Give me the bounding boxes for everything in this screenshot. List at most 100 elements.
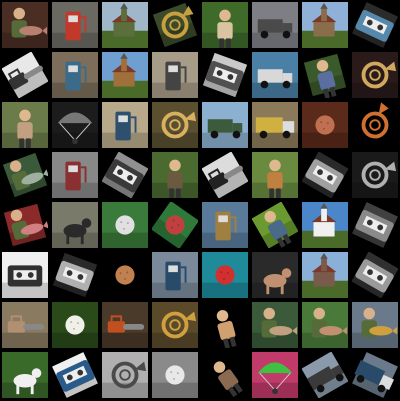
gas-pump-icon (52, 2, 98, 48)
thumbnail-cassette-player (302, 152, 348, 198)
thumbnail-cassette-player (52, 352, 98, 398)
thumbnail-chain-saw (2, 52, 48, 98)
dog-icon (52, 202, 98, 248)
thumbnail-church (302, 252, 348, 298)
thumbnail-chain-saw (2, 302, 48, 348)
thumbnail-fish-held (252, 302, 298, 348)
thumbnail-fish-held (352, 302, 398, 348)
thumbnail-french-horn (102, 352, 148, 398)
golf-ball-icon (302, 102, 348, 148)
cassette-player-icon (352, 202, 398, 248)
thumbnail-golf-ball (52, 302, 98, 348)
french-horn-icon (152, 302, 198, 348)
thumbnail-cassette-player (52, 252, 98, 298)
fish-held-icon (302, 302, 348, 348)
thumbnail-golf-ball (102, 252, 148, 298)
cassette-player-icon (2, 252, 48, 298)
person-icon (2, 102, 48, 148)
gas-pump-icon (202, 202, 248, 248)
fish-held-icon (352, 302, 398, 348)
thumbnail-french-horn (352, 152, 398, 198)
golf-ball-icon (102, 252, 148, 298)
fish-held-icon (252, 302, 298, 348)
fish-held-icon (2, 202, 48, 248)
person-icon (152, 152, 198, 198)
french-horn-icon (352, 52, 398, 98)
dog-icon (2, 352, 48, 398)
thumbnail-cassette-player (352, 2, 398, 48)
person-icon (252, 202, 298, 248)
gas-pump-icon (52, 52, 98, 98)
thumbnail-golf-ball (302, 102, 348, 148)
thumbnail-truck (302, 352, 348, 398)
chain-saw-icon (202, 152, 248, 198)
french-horn-icon (152, 102, 198, 148)
cassette-player-icon (302, 152, 348, 198)
cassette-player-icon (52, 352, 98, 398)
church-icon (102, 2, 148, 48)
french-horn-icon (352, 102, 398, 148)
thumbnail-church (102, 2, 148, 48)
chain-saw-icon (102, 302, 148, 348)
thumbnail-dog (52, 202, 98, 248)
thumbnail-french-horn (352, 102, 398, 148)
thumbnail-parachute (52, 102, 98, 148)
thumbnail-person (302, 52, 348, 98)
thumbnail-french-horn (152, 2, 198, 48)
golf-ball-icon (152, 352, 198, 398)
thumbnail-fish-held (2, 152, 48, 198)
thumbnail-fish-held (302, 302, 348, 348)
garbage-truck-icon (352, 352, 398, 398)
thumbnail-church (302, 202, 348, 248)
golf-ball-icon (202, 252, 248, 298)
thumbnail-dog (2, 352, 48, 398)
thumbnail-french-horn (152, 302, 198, 348)
thumbnail-person (252, 152, 298, 198)
thumbnail-truck (252, 52, 298, 98)
thumbnail-dog (252, 252, 298, 298)
person-icon (202, 2, 248, 48)
thumbnail-gas-pump (202, 202, 248, 248)
thumbnail-person (202, 302, 248, 348)
thumbnail-golf-ball (152, 202, 198, 248)
golf-ball-icon (102, 202, 148, 248)
chain-saw-icon (2, 52, 48, 98)
thumbnail-garbage-truck (352, 352, 398, 398)
cassette-player-icon (352, 252, 398, 298)
thumbnail-golf-ball (202, 252, 248, 298)
gas-pump-icon (52, 152, 98, 198)
garbage-truck-icon (252, 102, 298, 148)
french-horn-icon (352, 152, 398, 198)
thumbnail-person (252, 202, 298, 248)
thumbnail-cassette-player (102, 152, 148, 198)
thumbnail-gas-pump (52, 152, 98, 198)
parachute-icon (252, 352, 298, 398)
thumbnail-garbage-truck (252, 102, 298, 148)
person-icon (252, 152, 298, 198)
thumbnail-gas-pump (152, 52, 198, 98)
cassette-player-icon (352, 2, 398, 48)
cassette-player-icon (102, 152, 148, 198)
thumbnail-truck (202, 102, 248, 148)
thumbnail-cassette-player (352, 252, 398, 298)
cassette-player-icon (202, 52, 248, 98)
person-icon (202, 352, 248, 398)
golf-ball-icon (152, 202, 198, 248)
church-icon (102, 52, 148, 98)
thumbnail-chain-saw (102, 302, 148, 348)
thumbnail-church (102, 52, 148, 98)
dog-icon (252, 252, 298, 298)
gas-pump-icon (102, 102, 148, 148)
cassette-player-icon (52, 252, 98, 298)
church-icon (302, 2, 348, 48)
thumbnail-french-horn (152, 102, 198, 148)
thumbnail-gas-pump (52, 2, 98, 48)
fish-held-icon (2, 2, 48, 48)
thumbnail-parachute (252, 352, 298, 398)
thumbnail-gas-pump (52, 52, 98, 98)
thumbnail-person (152, 152, 198, 198)
thumbnail-fish-held (2, 202, 48, 248)
truck-icon (252, 2, 298, 48)
thumbnail-cassette-player (2, 252, 48, 298)
